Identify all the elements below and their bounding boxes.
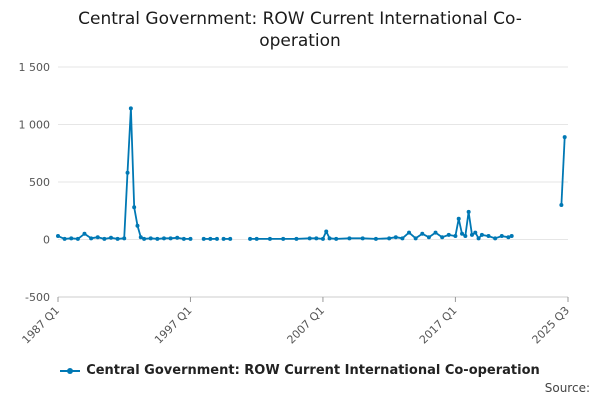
data-point[interactable]: [56, 234, 60, 239]
source-label: Source:: [544, 381, 590, 395]
data-point[interactable]: [476, 236, 481, 241]
data-point[interactable]: [161, 236, 166, 241]
data-point[interactable]: [102, 236, 107, 241]
data-point[interactable]: [62, 236, 67, 241]
data-point[interactable]: [456, 216, 461, 221]
data-point[interactable]: [469, 232, 474, 237]
data-point[interactable]: [334, 236, 339, 241]
y-tick-label: 500: [29, 176, 50, 189]
x-tick-label: 1987 Q1: [20, 304, 63, 347]
data-point[interactable]: [407, 230, 412, 235]
data-point[interactable]: [132, 205, 137, 210]
y-tick-label: 1 000: [19, 119, 51, 132]
data-point[interactable]: [460, 231, 465, 236]
data-point[interactable]: [393, 235, 398, 240]
data-point[interactable]: [506, 235, 511, 240]
data-point[interactable]: [324, 229, 329, 234]
series-line-segment: [57, 107, 191, 240]
data-point[interactable]: [493, 236, 498, 241]
data-point[interactable]: [327, 236, 332, 241]
data-point[interactable]: [499, 234, 504, 239]
data-point[interactable]: [181, 236, 186, 241]
data-point[interactable]: [155, 236, 160, 241]
data-point[interactable]: [360, 236, 365, 241]
data-point[interactable]: [254, 236, 259, 241]
data-point[interactable]: [281, 236, 286, 241]
data-point[interactable]: [82, 231, 87, 236]
data-point[interactable]: [228, 236, 233, 241]
legend-swatch: [60, 366, 81, 376]
data-point[interactable]: [562, 135, 567, 140]
data-point[interactable]: [208, 236, 213, 241]
x-tick-label: 2007 Q1: [285, 304, 328, 347]
y-tick-label: 1 500: [19, 61, 51, 74]
series-line-segment: [560, 137, 566, 206]
data-point[interactable]: [89, 236, 94, 241]
data-point[interactable]: [314, 236, 319, 241]
y-tick-label: -500: [25, 291, 50, 304]
y-tick-label: 0: [43, 234, 50, 247]
data-point[interactable]: [95, 235, 100, 240]
data-point[interactable]: [267, 236, 272, 241]
data-point[interactable]: [463, 234, 468, 239]
data-point[interactable]: [75, 236, 80, 241]
legend-label: Central Government: ROW Current Internat…: [86, 363, 540, 378]
data-point[interactable]: [486, 234, 491, 239]
data-point[interactable]: [168, 236, 173, 241]
legend[interactable]: Central Government: ROW Current Internat…: [0, 363, 600, 378]
data-point[interactable]: [201, 236, 206, 241]
data-point[interactable]: [466, 209, 471, 214]
data-point[interactable]: [125, 170, 130, 175]
data-point[interactable]: [453, 234, 458, 239]
data-point[interactable]: [320, 236, 325, 241]
data-point[interactable]: [248, 236, 253, 241]
data-point[interactable]: [387, 236, 392, 241]
data-point[interactable]: [426, 235, 431, 240]
x-tick-label: 2025 Q3: [530, 304, 573, 347]
series-layer: [56, 106, 567, 241]
chart-title: Central Government: ROW Current Internat…: [78, 9, 522, 51]
data-point[interactable]: [347, 236, 352, 241]
data-point[interactable]: [175, 235, 180, 240]
data-point[interactable]: [433, 230, 438, 235]
data-point[interactable]: [373, 236, 378, 241]
data-point[interactable]: [138, 235, 143, 240]
data-point[interactable]: [221, 236, 226, 241]
data-point[interactable]: [509, 234, 514, 239]
data-point[interactable]: [559, 203, 564, 207]
data-point[interactable]: [446, 232, 451, 237]
data-point[interactable]: [142, 236, 147, 241]
data-point[interactable]: [214, 236, 219, 241]
data-point[interactable]: [479, 232, 484, 237]
x-tick-label: 1997 Q1: [152, 304, 195, 347]
x-tick-label: 2017 Q1: [417, 304, 460, 347]
grid-lines: [58, 66, 568, 298]
data-point[interactable]: [473, 230, 478, 235]
data-point[interactable]: [128, 106, 133, 111]
x-axis: 1987 Q1 1997 Q1 2007 Q1 2017 Q1 2025 Q3: [20, 296, 573, 347]
data-point[interactable]: [69, 236, 74, 241]
data-point[interactable]: [440, 235, 445, 240]
data-point[interactable]: [148, 236, 153, 241]
data-point[interactable]: [108, 235, 113, 240]
data-point[interactable]: [400, 236, 405, 241]
data-point[interactable]: [122, 236, 127, 241]
data-point[interactable]: [115, 236, 120, 241]
data-point[interactable]: [413, 236, 418, 241]
data-point[interactable]: [135, 223, 140, 228]
y-axis-ticks: -500 0 500 1 000 1 500: [19, 61, 51, 304]
data-point[interactable]: [294, 236, 299, 241]
data-point[interactable]: [188, 236, 193, 241]
data-point[interactable]: [420, 231, 425, 236]
data-point[interactable]: [307, 236, 312, 241]
